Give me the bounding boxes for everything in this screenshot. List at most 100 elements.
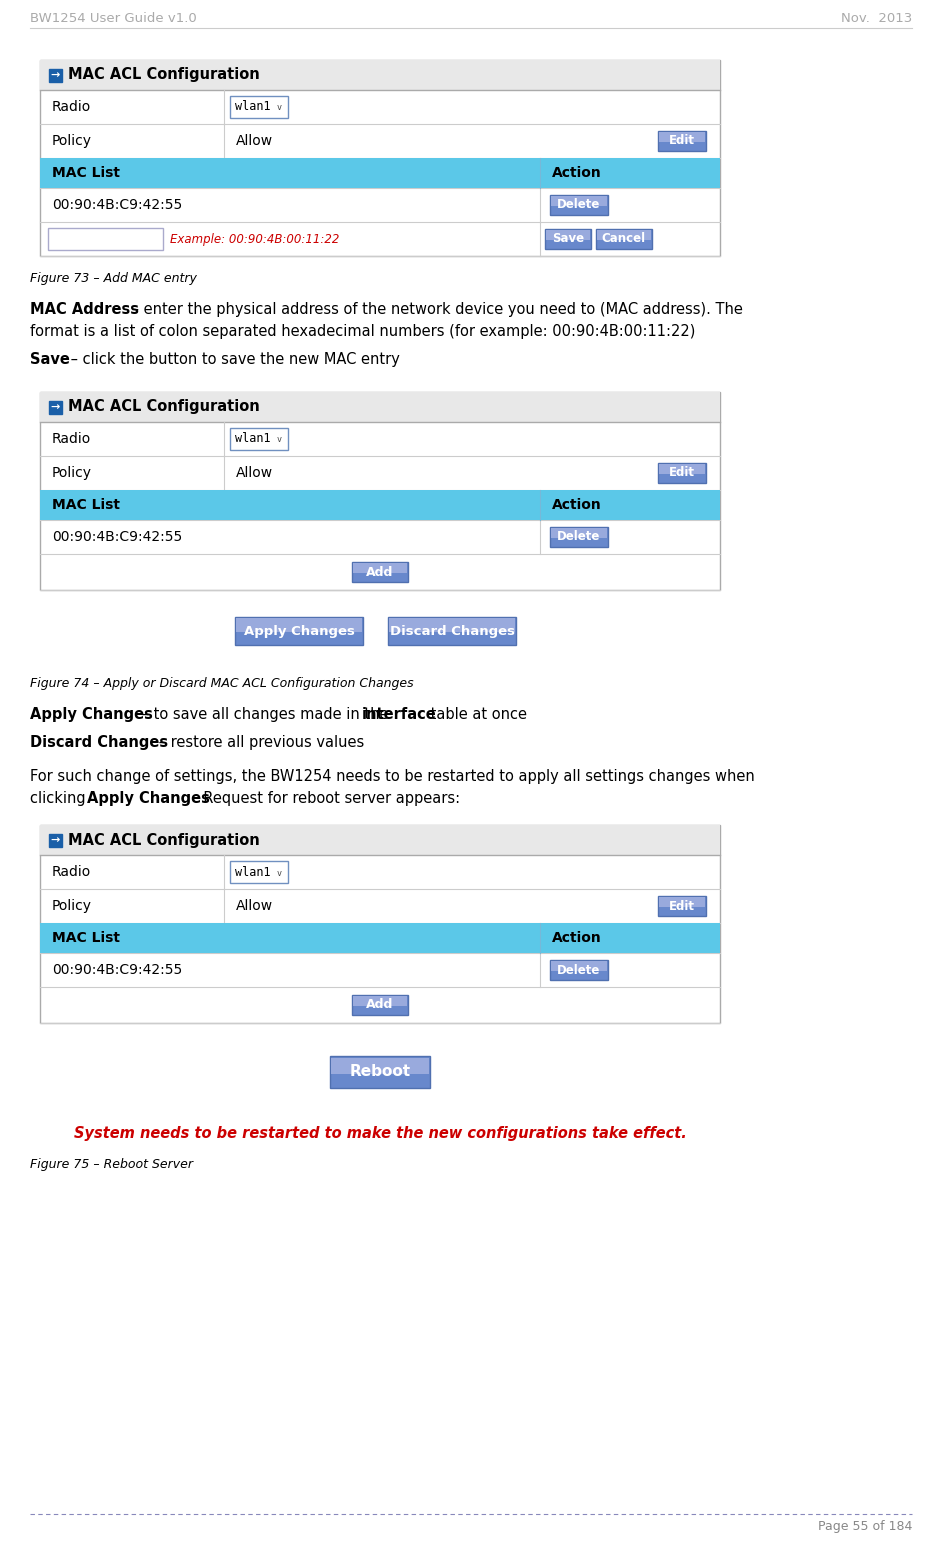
- Bar: [49, 834, 62, 847]
- Text: →: →: [51, 71, 60, 80]
- Text: For such change of settings, the BW1254 needs to be restarted to apply all setti: For such change of settings, the BW1254 …: [30, 769, 755, 783]
- Bar: [40, 924, 720, 953]
- Bar: [40, 60, 720, 256]
- Text: Reboot: Reboot: [349, 1064, 411, 1079]
- Bar: [230, 429, 287, 450]
- Text: 00:90:4B:C9:42:55: 00:90:4B:C9:42:55: [52, 530, 182, 544]
- Text: Cancel: Cancel: [602, 233, 646, 245]
- Text: Allow: Allow: [236, 899, 273, 913]
- Text: Discard Changes: Discard Changes: [389, 625, 514, 637]
- Bar: [550, 194, 608, 214]
- Bar: [40, 157, 720, 188]
- Bar: [658, 896, 706, 916]
- Bar: [659, 133, 705, 142]
- Bar: [352, 561, 408, 581]
- Text: Action: Action: [552, 167, 602, 180]
- Bar: [353, 996, 407, 1005]
- Text: Edit: Edit: [669, 899, 695, 913]
- Bar: [658, 131, 706, 151]
- Text: MAC List: MAC List: [52, 931, 120, 945]
- Text: v: v: [276, 103, 281, 113]
- Bar: [595, 230, 652, 248]
- Text: →: →: [51, 402, 60, 413]
- Text: . Request for reboot server appears:: . Request for reboot server appears:: [194, 791, 460, 806]
- Text: Delete: Delete: [557, 964, 600, 976]
- Bar: [550, 527, 608, 547]
- Text: Policy: Policy: [52, 134, 92, 148]
- Text: Example: 00:90:4B:00:11:22: Example: 00:90:4B:00:11:22: [170, 233, 339, 245]
- Text: MAC List: MAC List: [52, 167, 120, 180]
- Bar: [40, 825, 720, 1022]
- Text: 00:90:4B:C9:42:55: 00:90:4B:C9:42:55: [52, 197, 182, 211]
- Text: Add: Add: [366, 999, 394, 1012]
- Bar: [544, 230, 591, 248]
- Bar: [331, 1058, 429, 1073]
- Text: MAC Address: MAC Address: [30, 302, 139, 318]
- Text: MAC ACL Configuration: MAC ACL Configuration: [68, 833, 260, 848]
- Text: interface: interface: [362, 706, 437, 722]
- Text: Figure 73 – Add MAC entry: Figure 73 – Add MAC entry: [30, 271, 197, 285]
- Text: Page 55 of 184: Page 55 of 184: [818, 1520, 912, 1533]
- Text: MAC ACL Configuration: MAC ACL Configuration: [68, 68, 260, 83]
- Text: v: v: [276, 435, 281, 444]
- Bar: [40, 490, 720, 520]
- Bar: [551, 961, 607, 971]
- Text: Edit: Edit: [669, 134, 695, 148]
- Text: clicking: clicking: [30, 791, 90, 806]
- Text: 00:90:4B:C9:42:55: 00:90:4B:C9:42:55: [52, 964, 182, 978]
- Bar: [551, 196, 607, 207]
- Bar: [40, 60, 720, 89]
- Text: Nov.  2013: Nov. 2013: [841, 12, 912, 25]
- Text: v: v: [276, 868, 281, 877]
- Text: Figure 74 – Apply or Discard MAC ACL Configuration Changes: Figure 74 – Apply or Discard MAC ACL Con…: [30, 677, 414, 689]
- Text: Radio: Radio: [52, 100, 91, 114]
- Bar: [230, 96, 287, 119]
- Text: Allow: Allow: [236, 134, 273, 148]
- Bar: [388, 617, 516, 645]
- Text: Discard Changes: Discard Changes: [30, 736, 168, 749]
- Text: Policy: Policy: [52, 899, 92, 913]
- Text: Action: Action: [552, 498, 602, 512]
- Text: Apply Changes: Apply Changes: [87, 791, 210, 806]
- Bar: [389, 618, 515, 632]
- Bar: [49, 401, 62, 413]
- Text: MAC List: MAC List: [52, 498, 120, 512]
- Bar: [40, 392, 720, 591]
- Bar: [545, 230, 590, 241]
- Bar: [230, 860, 287, 884]
- Text: wlan1: wlan1: [235, 432, 270, 446]
- Text: format is a list of colon separated hexadecimal numbers (for example: 00:90:4B:0: format is a list of colon separated hexa…: [30, 324, 695, 339]
- Bar: [330, 1056, 430, 1089]
- Bar: [659, 464, 705, 473]
- Bar: [550, 961, 608, 981]
- Text: Radio: Radio: [52, 432, 91, 446]
- Text: Add: Add: [366, 566, 394, 578]
- Bar: [353, 563, 407, 574]
- Text: Delete: Delete: [557, 530, 600, 543]
- Bar: [40, 825, 720, 854]
- Text: →: →: [51, 836, 60, 845]
- Bar: [659, 897, 705, 907]
- Text: table at once: table at once: [426, 706, 527, 722]
- Text: – enter the physical address of the network device you need to (MAC address). Th: – enter the physical address of the netw…: [127, 302, 743, 318]
- Bar: [235, 617, 363, 645]
- Text: MAC ACL Configuration: MAC ACL Configuration: [68, 399, 260, 415]
- Text: Edit: Edit: [669, 467, 695, 480]
- Text: BW1254 User Guide v1.0: BW1254 User Guide v1.0: [30, 12, 197, 25]
- Text: wlan1: wlan1: [235, 100, 270, 114]
- Text: Apply Changes: Apply Changes: [244, 625, 354, 637]
- Text: – restore all previous values: – restore all previous values: [154, 736, 365, 749]
- Bar: [658, 463, 706, 483]
- Bar: [352, 995, 408, 1015]
- Text: Save: Save: [30, 352, 70, 367]
- Text: Figure 75 – Reboot Server: Figure 75 – Reboot Server: [30, 1158, 193, 1170]
- Text: Apply Changes: Apply Changes: [30, 706, 153, 722]
- Bar: [49, 69, 62, 82]
- Text: System needs to be restarted to make the new configurations take effect.: System needs to be restarted to make the…: [73, 1126, 687, 1141]
- Bar: [236, 618, 362, 632]
- Bar: [597, 230, 651, 241]
- Text: – to save all changes made in the: – to save all changes made in the: [137, 706, 393, 722]
- Text: – click the button to save the new MAC entry: – click the button to save the new MAC e…: [66, 352, 399, 367]
- Bar: [551, 527, 607, 538]
- Bar: [40, 392, 720, 423]
